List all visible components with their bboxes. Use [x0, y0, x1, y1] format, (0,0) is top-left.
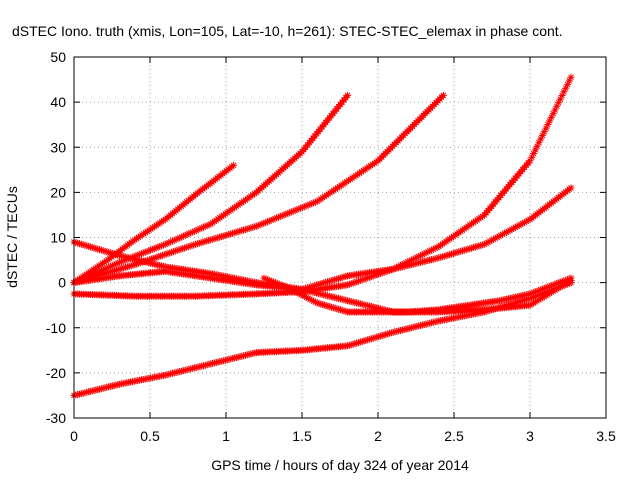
x-tick-label: 1: [222, 428, 230, 444]
y-tick-label: 40: [50, 94, 66, 110]
data-point: [529, 218, 531, 220]
data-point: [347, 311, 349, 313]
data-point: [255, 352, 257, 354]
data-point: [570, 76, 572, 78]
data-point: [119, 275, 121, 277]
data-series: [70, 73, 575, 399]
data-point: [529, 304, 531, 306]
data-point: [210, 363, 212, 365]
y-tick-label: -30: [46, 410, 66, 426]
data-point: [233, 164, 235, 166]
x-tick-label: 2: [374, 428, 382, 444]
data-point: [195, 295, 197, 297]
data-point: [119, 261, 121, 263]
data-point: [195, 194, 197, 196]
data-point: [316, 302, 318, 304]
data-point: [263, 277, 265, 279]
data-point: [255, 225, 257, 227]
data-point: [377, 311, 379, 313]
y-tick-label: 0: [58, 275, 66, 291]
data-point: [377, 160, 379, 162]
x-tick-label: 2.5: [444, 428, 464, 444]
data-series-7: [260, 274, 575, 316]
data-point: [301, 151, 303, 153]
y-tick-label: -20: [46, 365, 66, 381]
data-point: [255, 293, 257, 295]
data-point: [407, 311, 409, 313]
x-axis-label: GPS time / hours of day 324 of year 2014: [211, 457, 469, 473]
x-tick-label: 1.5: [292, 428, 312, 444]
axis-ticks: 0 0.5 1 1.5 2 2.5 3 3.5 -30 -20 -10 0 10 20 30 40 50: [46, 49, 616, 444]
data-point: [570, 277, 572, 279]
chart-title: dSTEC Iono. truth (xmis, Lon=105, Lat=-1…: [12, 23, 563, 39]
data-point: [164, 266, 166, 268]
x-tick-label: 0.5: [140, 428, 160, 444]
y-axis-label: dSTEC / TECUs: [4, 186, 20, 288]
data-point: [392, 331, 394, 333]
data-point: [134, 295, 136, 297]
data-point: [316, 200, 318, 202]
data-point: [301, 349, 303, 351]
data-point: [529, 297, 531, 299]
data-point: [255, 284, 257, 286]
data-point: [347, 275, 349, 277]
data-point: [499, 300, 501, 302]
grid: [74, 57, 606, 418]
data-point: [164, 270, 166, 272]
data-point: [134, 264, 136, 266]
data-point: [468, 304, 470, 306]
data-point: [438, 320, 440, 322]
data-point: [392, 268, 394, 270]
series-points: [70, 73, 575, 300]
x-tick-label: 3.5: [596, 428, 616, 444]
data-point: [210, 223, 212, 225]
data-point: [210, 277, 212, 279]
data-point: [483, 311, 485, 313]
data-point: [483, 243, 485, 245]
data-point: [483, 214, 485, 216]
data-point: [164, 218, 166, 220]
data-point: [347, 300, 349, 302]
data-point: [195, 243, 197, 245]
data-point: [119, 255, 121, 257]
y-tick-label: 10: [50, 230, 66, 246]
x-tick-label: 3: [526, 428, 534, 444]
data-point: [301, 288, 303, 290]
data-point: [438, 246, 440, 248]
y-tick-label: 50: [50, 49, 66, 65]
data-point: [119, 383, 121, 385]
data-point: [529, 160, 531, 162]
y-tick-label: -10: [46, 320, 66, 336]
data-point: [570, 187, 572, 189]
y-tick-label: 20: [50, 184, 66, 200]
data-point: [134, 239, 136, 241]
data-point: [164, 243, 166, 245]
data-point: [442, 94, 444, 96]
y-tick-label: 30: [50, 139, 66, 155]
data-point: [438, 257, 440, 259]
data-point: [164, 374, 166, 376]
data-series-4: [70, 73, 575, 300]
data-point: [255, 191, 257, 193]
x-tick-label: 0: [70, 428, 78, 444]
data-point: [347, 345, 349, 347]
series-points: [260, 274, 575, 316]
plot-frame: [73, 56, 607, 419]
data-point: [210, 273, 212, 275]
data-point: [438, 309, 440, 311]
data-point: [529, 293, 531, 295]
data-point: [347, 94, 349, 96]
data-point: [103, 261, 105, 263]
data-point: [347, 284, 349, 286]
data-point: [570, 282, 572, 284]
data-point: [286, 286, 288, 288]
